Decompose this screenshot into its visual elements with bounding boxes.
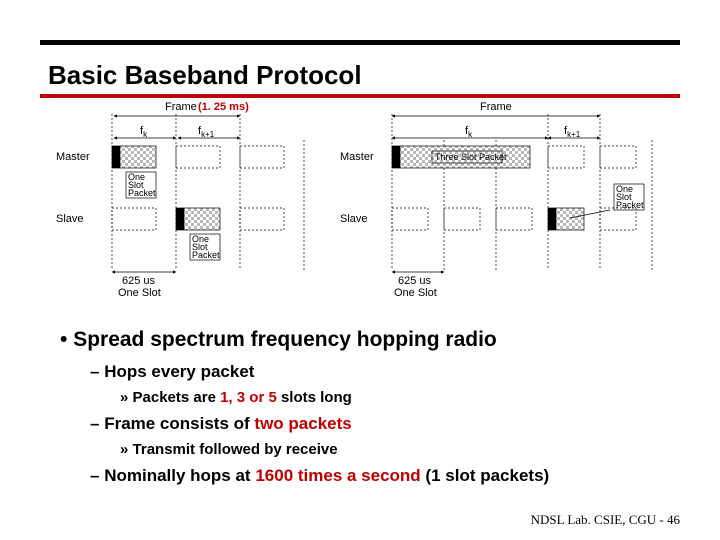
left-slave-packet xyxy=(184,208,220,230)
svg-text:fk: fk xyxy=(140,125,148,139)
bullet-txrx: Transmit followed by receive xyxy=(120,439,680,460)
bullet-list: Spread spectrum frequency hopping radio … xyxy=(60,325,680,488)
svg-text:Three Slot Packet: Three Slot Packet xyxy=(435,152,507,162)
bullet-hop-rate: Nominally hops at 1600 times a second (1… xyxy=(90,464,680,488)
svg-text:fk: fk xyxy=(465,125,473,139)
page-title: Basic Baseband Protocol xyxy=(48,60,362,91)
svg-text:fk+1: fk+1 xyxy=(564,125,581,139)
svg-text:fk+1: fk+1 xyxy=(198,125,215,139)
top-rule xyxy=(40,40,680,45)
svg-text:Packet: Packet xyxy=(128,188,156,198)
svg-text:625 us: 625 us xyxy=(398,275,432,287)
svg-text:Packet: Packet xyxy=(616,200,644,210)
right-slave-label: Slave xyxy=(340,213,368,225)
bullet-main: Spread spectrum frequency hopping radio xyxy=(60,325,680,354)
left-slave-label: Slave xyxy=(56,213,84,225)
bullet-frame: Frame consists of two packets xyxy=(90,412,680,436)
right-frame-label: Frame xyxy=(480,101,512,113)
svg-text:One Slot: One Slot xyxy=(394,287,437,299)
right-slave-packet xyxy=(556,208,584,230)
svg-text:Packet: Packet xyxy=(192,250,220,260)
bullet-packet-lengths: Packets are 1, 3 or 5 slots long xyxy=(120,387,680,408)
bullet-hops: Hops every packet xyxy=(90,360,680,384)
protocol-diagram: (1. 25 ms) Frame fk fk+1 Master xyxy=(50,100,670,315)
left-frame-label: Frame xyxy=(165,101,197,113)
svg-text:One Slot: One Slot xyxy=(118,287,161,299)
footer-label: NDSL Lab. CSIE, CGU - 46 xyxy=(531,512,680,528)
title-underline xyxy=(40,94,680,98)
diagram-svg: Frame fk fk+1 Master One Slot Packet Sla… xyxy=(50,100,670,315)
right-master-label: Master xyxy=(340,151,374,163)
svg-text:625 us: 625 us xyxy=(122,275,156,287)
left-master-packet xyxy=(120,146,156,168)
frame-duration-note: (1. 25 ms) xyxy=(198,101,249,113)
left-master-label: Master xyxy=(56,151,90,163)
